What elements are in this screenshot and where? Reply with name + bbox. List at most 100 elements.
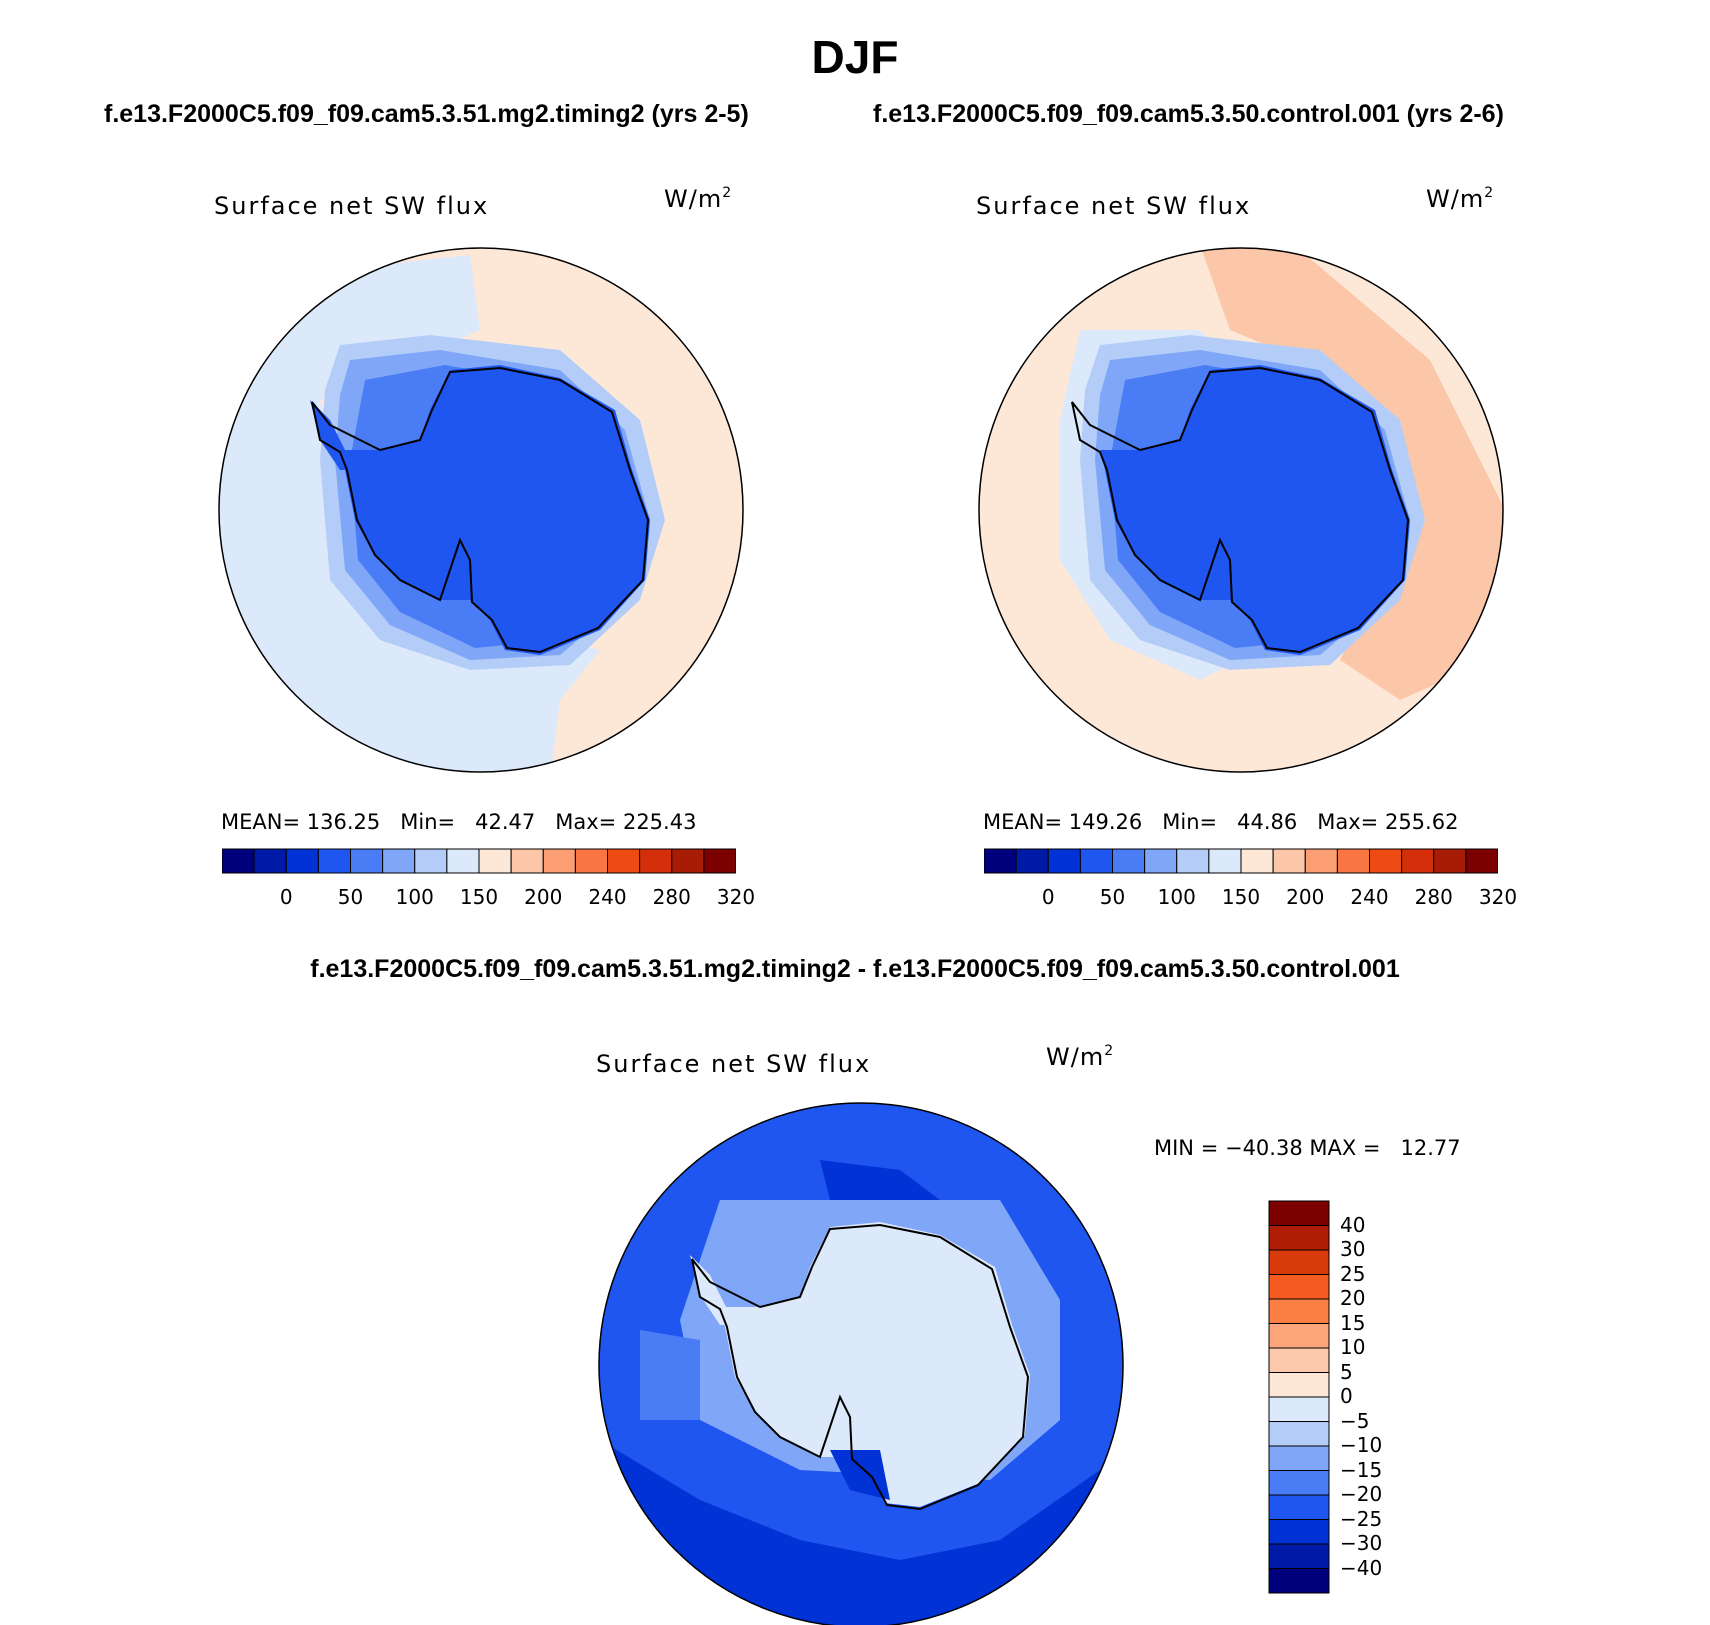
difference-colorbar-swatch bbox=[1268, 1445, 1330, 1471]
panel2-colorbar-swatch bbox=[1336, 848, 1370, 874]
panel1-units: W/m2 bbox=[664, 185, 733, 213]
panel1-variable-title: Surface net SW flux bbox=[214, 192, 490, 220]
panel1-field bbox=[219, 248, 743, 772]
panel2-colorbar-swatch bbox=[1176, 848, 1210, 874]
difference-colorbar-swatch bbox=[1268, 1421, 1330, 1447]
difference-colorbar-swatch bbox=[1268, 1274, 1330, 1300]
panel2-colorbar-swatch bbox=[1369, 848, 1403, 874]
panel1-colorbar-tick-label: 0 bbox=[279, 885, 293, 909]
panel1-colorbar-swatch bbox=[317, 848, 351, 874]
panel2-variable-title: Surface net SW flux bbox=[976, 192, 1252, 220]
difference-colorbar-tick-label: −30 bbox=[1340, 1531, 1383, 1555]
panel1-colorbar-swatch bbox=[671, 848, 705, 874]
difference-colorbar-swatch bbox=[1268, 1200, 1330, 1226]
difference-colorbar-tick-label: −40 bbox=[1340, 1555, 1383, 1580]
panel2-colorbar-tick-label: 150 bbox=[1221, 885, 1261, 909]
panel1-colorbar-swatch bbox=[542, 848, 576, 874]
difference-colorbar-tick-label: −25 bbox=[1340, 1506, 1383, 1531]
panel1-colorbar-swatch bbox=[574, 848, 608, 874]
panel1-colorbar-tick-label: 200 bbox=[524, 885, 563, 909]
panel1-colorbar-swatch bbox=[222, 848, 255, 874]
difference-colorbar-swatch bbox=[1268, 1519, 1330, 1545]
difference-colorbar-tick-label: −15 bbox=[1340, 1457, 1383, 1482]
panel2-colorbar-tick-label: 320 bbox=[1478, 885, 1518, 909]
panel2-colorbar bbox=[984, 848, 1498, 874]
panel3-mid bbox=[640, 1330, 700, 1420]
panel2-colorbar-swatch bbox=[1112, 848, 1146, 874]
difference-colorbar-tick-label: 0 bbox=[1340, 1384, 1353, 1408]
panel1-colorbar-swatch bbox=[414, 848, 448, 874]
panel1-colorbar-tick-label: 320 bbox=[716, 885, 756, 909]
panel2-units: W/m2 bbox=[1426, 185, 1495, 213]
panel2-coastline bbox=[1071, 366, 1410, 654]
panel1-colorbar-tick-label: 150 bbox=[459, 885, 499, 909]
difference-colorbar bbox=[1268, 1200, 1330, 1594]
panel1-colorbar-swatch bbox=[446, 848, 480, 874]
panel3-coastline bbox=[691, 1223, 1030, 1511]
difference-colorbar-tick-label: 30 bbox=[1340, 1237, 1366, 1261]
difference-colorbar-tick-label: 5 bbox=[1340, 1359, 1353, 1384]
panel1-colorbar-swatch bbox=[285, 848, 319, 874]
difference-colorbar-swatch bbox=[1268, 1372, 1330, 1398]
panel2-stats: MEAN= 149.26 Min= 44.86 Max= 255.62 bbox=[983, 810, 1459, 834]
difference-colorbar-tick-label: 40 bbox=[1340, 1212, 1366, 1237]
panel2-colorbar-tick-label: 280 bbox=[1414, 885, 1453, 909]
panel1-peninsula bbox=[310, 400, 360, 470]
difference-colorbar-tick-label: 10 bbox=[1340, 1335, 1366, 1359]
difference-colorbar-tick-label: −20 bbox=[1340, 1482, 1383, 1506]
panel1-colorbar-swatch bbox=[382, 848, 416, 874]
panel2-colorbar-swatch bbox=[984, 848, 1017, 874]
right-case-title: f.e13.F2000C5.f09_f09.cam5.3.50.control.… bbox=[873, 100, 1504, 128]
panel1-colorbar-tick-label: 280 bbox=[652, 885, 691, 909]
panel2-colorbar-swatch bbox=[1272, 848, 1306, 874]
difference-colorbar-swatch bbox=[1268, 1347, 1330, 1373]
panel2-colorbar-swatch bbox=[1304, 848, 1338, 874]
panel2-continent bbox=[1100, 365, 1410, 655]
difference-title: f.e13.F2000C5.f09_f09.cam5.3.51.mg2.timi… bbox=[310, 955, 1400, 983]
panel1-colorbar-swatch bbox=[350, 848, 384, 874]
panel1-colorbar-tick-label: 50 bbox=[337, 885, 364, 909]
panel1-colorbar bbox=[222, 848, 736, 874]
panel1-map-border bbox=[218, 247, 744, 773]
panel2-colorbar-swatch bbox=[1465, 848, 1498, 874]
panel1-colorbar-swatch bbox=[607, 848, 641, 874]
panel1-colorbar-swatch bbox=[639, 848, 673, 874]
difference-colorbar-swatch bbox=[1268, 1298, 1330, 1324]
difference-colorbar-swatch bbox=[1268, 1323, 1330, 1349]
panel1-colorbar-labels: 0 50 100 150 200 240 280 320 bbox=[222, 885, 755, 911]
panel1-colorbar-swatch bbox=[253, 848, 287, 874]
panel2-colorbar-swatch bbox=[1401, 848, 1435, 874]
panel3-units: W/m2 bbox=[1046, 1043, 1115, 1071]
difference-colorbar-swatch bbox=[1268, 1568, 1330, 1594]
panel2-colorbar-tick-label: 100 bbox=[1157, 885, 1196, 909]
left-case-title: f.e13.F2000C5.f09_f09.cam5.3.51.mg2.timi… bbox=[104, 100, 749, 128]
difference-colorbar-swatch bbox=[1268, 1543, 1330, 1569]
panel2-colorbar-swatch bbox=[1144, 848, 1178, 874]
panel2-map-border bbox=[978, 247, 1504, 773]
panel3-map-border bbox=[598, 1102, 1124, 1625]
panel2-colorbar-swatch bbox=[1015, 848, 1049, 874]
panel3-dark-1 bbox=[600, 1440, 1120, 1625]
panel1-stats: MEAN= 136.25 Min= 42.47 Max= 225.43 bbox=[221, 810, 697, 834]
panel2-colorbar-labels: 0 50 100 150 200 240 280 320 bbox=[984, 885, 1517, 911]
difference-colorbar-tick-label: 25 bbox=[1340, 1261, 1366, 1286]
panel2-colorbar-swatch bbox=[1433, 848, 1467, 874]
panel3-stats: MIN = −40.38 MAX = 12.77 bbox=[1154, 1136, 1461, 1160]
panel3-variable-title: Surface net SW flux bbox=[596, 1050, 872, 1078]
panel1-colorbar-swatch bbox=[510, 848, 544, 874]
panel1-colorbar-tick-label: 240 bbox=[588, 885, 627, 909]
panel2-colorbar-swatch bbox=[1240, 848, 1274, 874]
difference-colorbar-tick-label: −10 bbox=[1340, 1433, 1383, 1457]
difference-colorbar-labels: 40 30 25 20 15 10 5 0 −5 −10 −15 −20 −25 −30 −40 bbox=[1340, 1200, 1420, 1596]
panel2-peach-dark bbox=[1200, 248, 1503, 700]
panel2-colorbar-swatch bbox=[1047, 848, 1081, 874]
panel2-colorbar-swatch bbox=[1208, 848, 1242, 874]
difference-colorbar-tick-label: −5 bbox=[1340, 1408, 1370, 1433]
difference-colorbar-swatch bbox=[1268, 1249, 1330, 1275]
panel2-colorbar-tick-label: 240 bbox=[1350, 885, 1389, 909]
panel2-colorbar-tick-label: 50 bbox=[1099, 885, 1126, 909]
panel3-field bbox=[599, 1103, 1123, 1625]
difference-colorbar-swatch bbox=[1268, 1470, 1330, 1496]
main-title: DJF bbox=[811, 31, 899, 83]
